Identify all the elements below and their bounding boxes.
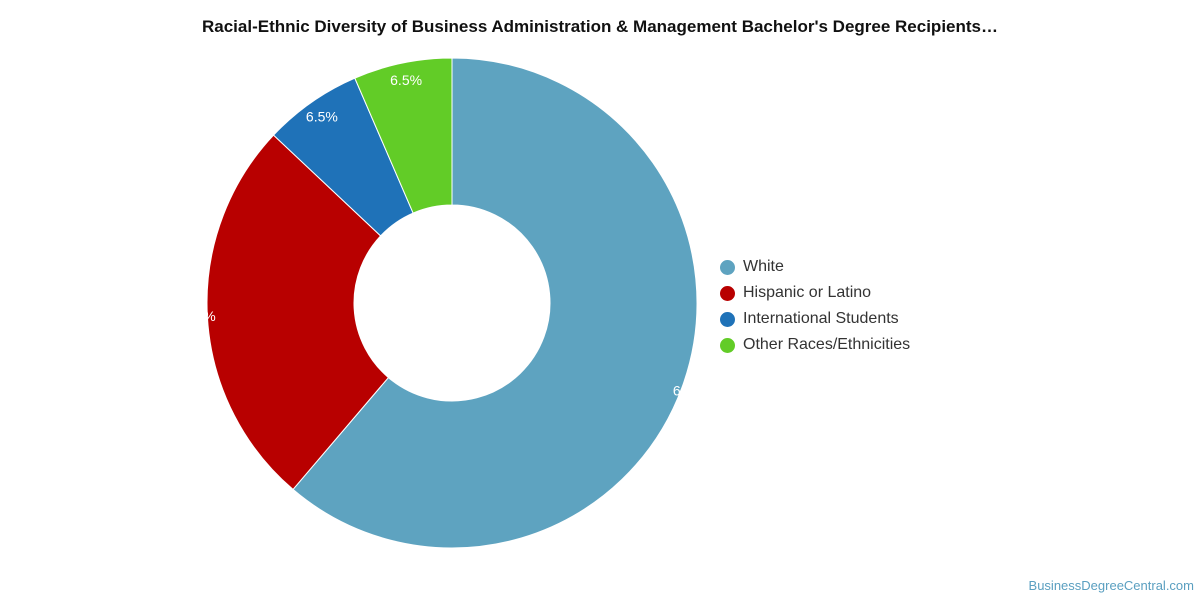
source-watermark[interactable]: BusinessDegreeCentral.com: [1028, 578, 1194, 593]
legend-label-international-students: International Students: [743, 310, 899, 327]
donut-slices: [206, 57, 698, 549]
legend-item-international-students[interactable]: International Students: [720, 306, 910, 332]
legend-label-hispanic-or-latino: Hispanic or Latino: [743, 284, 872, 301]
slice-label-hispanic-or-latino: 25.8%: [176, 308, 216, 324]
chart-title: Racial-Ethnic Diversity of Business Admi…: [201, 17, 998, 36]
slice-label-white: 61.3%: [673, 382, 713, 398]
chart-legend: White Hispanic or Latino International S…: [720, 254, 910, 358]
legend-swatch-white: [720, 259, 735, 275]
donut-slice-hispanic-or-latino[interactable]: [206, 134, 390, 491]
slice-label-other-races-ethnicities: 6.5%: [390, 72, 422, 88]
legend-item-other-races-ethnicities[interactable]: Other Races/Ethnicities: [720, 332, 910, 358]
legend-swatch-other-races-ethnicities: [720, 337, 735, 353]
legend-label-white: White: [743, 258, 784, 275]
donut-slice-labels: 61.3% 25.8% 6.5% 6.5%: [176, 72, 712, 398]
legend-label-other-races-ethnicities: Other Races/Ethnicities: [743, 336, 911, 353]
slice-label-international-students: 6.5%: [306, 108, 338, 124]
legend-swatch-international-students: [720, 311, 735, 327]
legend-item-white[interactable]: White: [720, 254, 910, 280]
legend-swatch-hispanic-or-latino: [720, 285, 735, 301]
legend-item-hispanic-or-latino[interactable]: Hispanic or Latino: [720, 280, 910, 306]
donut-slice-other-races-ethnicities[interactable]: [354, 57, 453, 214]
donut-slice-white[interactable]: [292, 57, 698, 549]
